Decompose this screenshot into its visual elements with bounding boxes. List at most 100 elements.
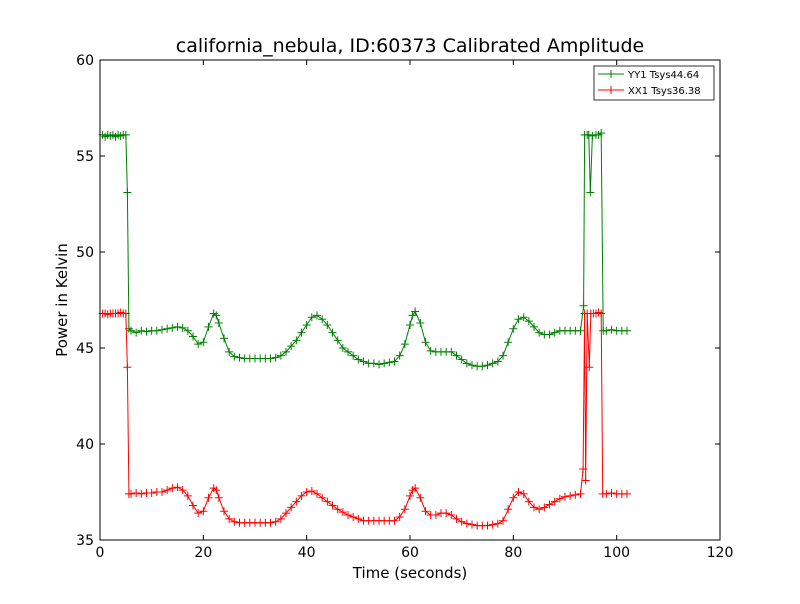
x-tick-label: 20 (194, 545, 212, 561)
data-point-yy1 (483, 361, 492, 370)
data-point-yy1 (152, 326, 161, 335)
data-point-xx1 (457, 517, 466, 526)
data-point-yy1 (214, 319, 223, 328)
data-point-xx1 (349, 512, 358, 521)
data-point-yy1 (276, 351, 285, 360)
data-point-xx1 (344, 511, 352, 520)
data-point-yy1 (354, 355, 363, 364)
data-point-yy1 (204, 322, 213, 331)
data-point-xx1 (576, 489, 585, 498)
legend-label-yy1: YY1 Tsys44.64 (627, 70, 699, 81)
data-point-yy1 (550, 328, 559, 337)
data-point-xx1 (585, 363, 594, 372)
data-point-yy1 (400, 340, 409, 349)
data-point-xx1 (421, 507, 430, 516)
legend: YY1 Tsys44.64 XX1 Tsys36.38 (593, 65, 715, 101)
data-point-yy1 (519, 313, 528, 322)
data-point-xx1 (183, 491, 192, 500)
data-point-yy1 (344, 347, 352, 356)
x-tick-label: 60 (401, 545, 419, 561)
data-point-xx1 (509, 493, 518, 502)
data-point-xx1 (514, 488, 523, 496)
x-axis-label: Time (seconds) (352, 564, 468, 582)
data-point-xx1 (173, 483, 182, 492)
data-point-yy1 (584, 130, 593, 139)
data-point-yy1 (313, 311, 321, 320)
data-point-xx1 (395, 512, 404, 521)
data-point-yy1 (212, 311, 221, 320)
data-point-xx1 (121, 309, 130, 318)
series-line-yy1 (102, 131, 627, 367)
data-point-xx1 (276, 514, 285, 523)
legend-label-xx1: XX1 Tsys36.38 (628, 86, 701, 97)
data-point-xx1 (137, 489, 146, 498)
data-point-xx1 (607, 488, 616, 497)
data-point-xx1 (524, 497, 533, 506)
data-point-xx1 (338, 508, 347, 517)
data-point-yy1 (194, 340, 203, 349)
data-point-xx1 (504, 505, 513, 514)
data-point-yy1 (493, 357, 502, 366)
data-point-xx1 (571, 490, 580, 499)
axis-ticks: 0 20 40 60 80 100 120 35 40 45 50 55 60 (76, 53, 733, 561)
data-point-xx1 (204, 493, 213, 502)
y-axis-label: Power in Kelvin (53, 243, 71, 357)
data-point-xx1 (483, 521, 492, 530)
data-point-xx1 (400, 505, 409, 514)
data-point-yy1 (163, 324, 172, 333)
legend-marker-yy1 (607, 70, 615, 78)
data-point-xx1 (406, 491, 414, 500)
data-point-xx1 (597, 309, 606, 318)
data-point-xx1 (530, 503, 538, 512)
data-point-xx1 (127, 489, 135, 498)
data-point-yy1 (421, 338, 430, 347)
data-point-yy1 (530, 322, 538, 331)
data-point-xx1 (442, 509, 451, 518)
data-point-xx1 (302, 488, 311, 496)
y-tick-label: 40 (76, 437, 94, 453)
data-point-xx1 (447, 511, 456, 520)
data-point-xx1 (220, 507, 228, 516)
data-point-yy1 (173, 322, 182, 331)
data-point-xx1 (292, 497, 301, 506)
data-point-yy1 (189, 332, 197, 341)
data-point-yy1 (545, 330, 554, 339)
data-point-yy1 (607, 325, 616, 334)
data-point-xx1 (230, 517, 239, 526)
data-point-xx1 (123, 363, 132, 372)
data-point-yy1 (369, 359, 378, 368)
data-point-yy1 (462, 359, 471, 368)
data-point-xx1 (519, 489, 528, 498)
data-point-yy1 (468, 361, 476, 370)
data-point-yy1 (514, 315, 523, 324)
legend-item-yy1: YY1 Tsys44.64 (598, 70, 699, 81)
data-point-xx1 (581, 476, 590, 485)
data-point-xx1 (416, 493, 425, 502)
data-point-yy1 (535, 328, 544, 337)
data-point-xx1 (313, 489, 321, 498)
data-point-yy1 (271, 353, 280, 362)
data-point-yy1 (137, 326, 146, 335)
data-point-xx1 (194, 509, 203, 518)
data-point-xx1 (266, 518, 275, 527)
data-point-yy1 (478, 362, 487, 371)
data-point-yy1 (220, 334, 228, 343)
data-point-yy1 (602, 326, 611, 335)
data-point-xx1 (189, 501, 197, 510)
data-point-xx1 (225, 514, 234, 523)
data-point-yy1 (359, 357, 368, 366)
data-point-xx1 (307, 487, 316, 496)
data-point-yy1 (380, 359, 389, 368)
data-point-xx1 (550, 497, 559, 506)
data-point-xx1 (411, 484, 420, 493)
data-point-xx1 (132, 488, 141, 497)
data-point-yy1 (183, 326, 192, 335)
data-point-xx1 (579, 464, 588, 473)
data-point-yy1 (307, 313, 316, 322)
data-point-yy1 (297, 328, 306, 337)
data-point-yy1 (416, 319, 425, 328)
data-point-yy1 (586, 188, 595, 197)
data-point-xx1 (147, 488, 156, 497)
chart-title: california_nebula, ID:60373 Calibrated A… (176, 35, 644, 57)
data-point-yy1 (406, 320, 414, 329)
